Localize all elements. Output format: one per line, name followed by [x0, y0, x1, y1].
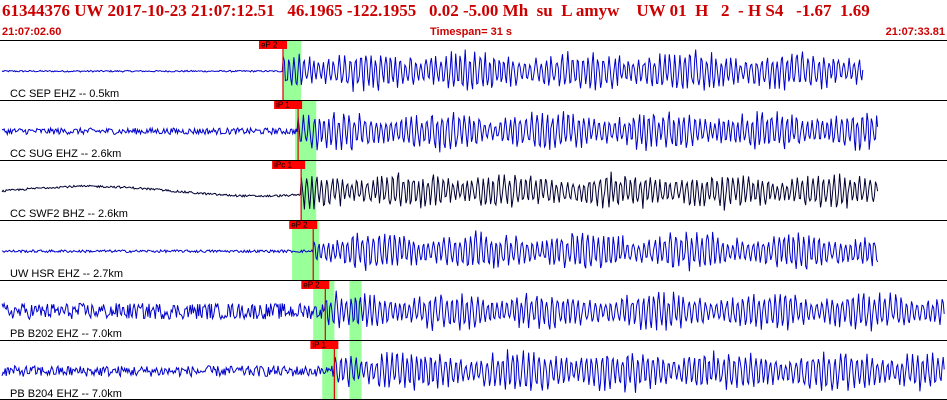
waveform-trace — [1, 171, 879, 211]
s-window-highlight — [349, 341, 362, 400]
waveform-trace — [1, 230, 879, 272]
pick-flag[interactable] — [258, 40, 287, 49]
waveform-trace — [1, 349, 945, 393]
end-time-label: 21:07:33.81 — [885, 26, 945, 38]
station-label: PB B202 EHZ -- 7.0km — [10, 328, 122, 340]
pick-flag[interactable] — [274, 100, 303, 109]
pick-label: iP 1 — [312, 341, 326, 350]
waveform-trace — [1, 111, 879, 153]
seismogram-panel[interactable]: eP 2 CC SEP EHZ -- 0.5km iP 1 CC SUG EHZ --… — [0, 40, 947, 400]
pick-label: eP 2 — [303, 281, 320, 290]
station-label: UW HSR EHZ -- 2.7km — [10, 268, 123, 280]
timespan-label: Timespan= 31 s — [430, 26, 513, 38]
pick-label: iP 1 — [276, 101, 290, 110]
station-label: CC SUG EHZ -- 2.6km — [10, 148, 121, 160]
station-label: CC SEP EHZ -- 0.5km — [10, 88, 119, 100]
pick-flag[interactable] — [289, 220, 318, 229]
pick-flag[interactable] — [301, 280, 330, 289]
pick-flag[interactable] — [310, 340, 339, 349]
time-bar: 21:07:02.60 Timespan= 31 s 21:07:33.81 — [0, 26, 947, 40]
p-window-highlight — [295, 101, 317, 160]
p-window-highlight — [282, 41, 302, 100]
s-window-highlight — [349, 281, 362, 340]
pick-label: eP 2 — [291, 221, 308, 230]
pick-label: eP 2 — [261, 41, 278, 50]
station-label: PB B204 EHZ -- 7.0km — [10, 388, 122, 400]
station-label: CC SWF2 BHZ -- 2.6km — [10, 208, 128, 220]
p-window-highlight — [292, 221, 320, 280]
pick-label: iPc 1 — [274, 161, 292, 170]
waveform-trace — [1, 49, 864, 92]
pick-flag[interactable] — [272, 160, 306, 169]
p-window-highlight — [322, 341, 338, 400]
start-time-label: 21:07:02.60 — [2, 26, 62, 38]
event-header: 61344376 UW 2017-10-23 21:07:12.51 46.19… — [0, 0, 947, 26]
waveform-trace — [1, 290, 945, 332]
p-window-highlight — [301, 161, 317, 220]
event-summary-line: 61344376 UW 2017-10-23 21:07:12.51 46.19… — [2, 1, 870, 20]
